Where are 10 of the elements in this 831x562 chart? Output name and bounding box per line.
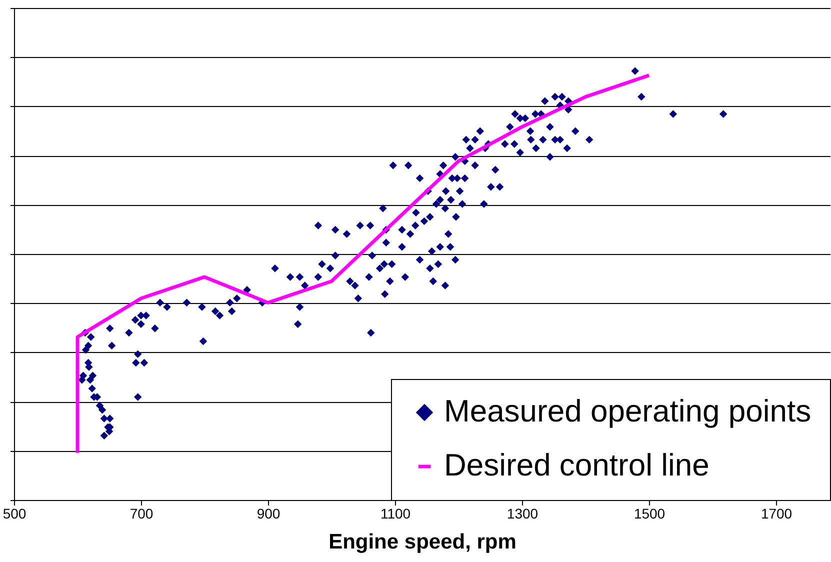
x-tick-label: 900 <box>256 506 280 522</box>
x-axis-title: Engine speed, rpm <box>328 530 516 554</box>
x-tick-label: 700 <box>130 506 154 522</box>
legend-label: Desired control line <box>444 448 710 482</box>
x-tick-label: 1100 <box>380 506 411 522</box>
x-tick-label: 500 <box>2 506 26 522</box>
x-tick-label: 1300 <box>506 506 538 522</box>
x-tick-label: 1700 <box>760 506 792 522</box>
x-tick-label: 1500 <box>634 506 666 522</box>
legend-label: Measured operating points <box>444 394 812 428</box>
